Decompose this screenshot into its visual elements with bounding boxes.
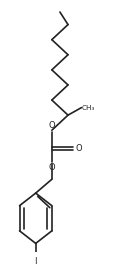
Text: O: O	[49, 121, 55, 130]
Text: O: O	[75, 144, 82, 153]
Text: CH₃: CH₃	[81, 105, 95, 111]
Text: I: I	[34, 257, 37, 266]
Text: O: O	[49, 163, 55, 172]
